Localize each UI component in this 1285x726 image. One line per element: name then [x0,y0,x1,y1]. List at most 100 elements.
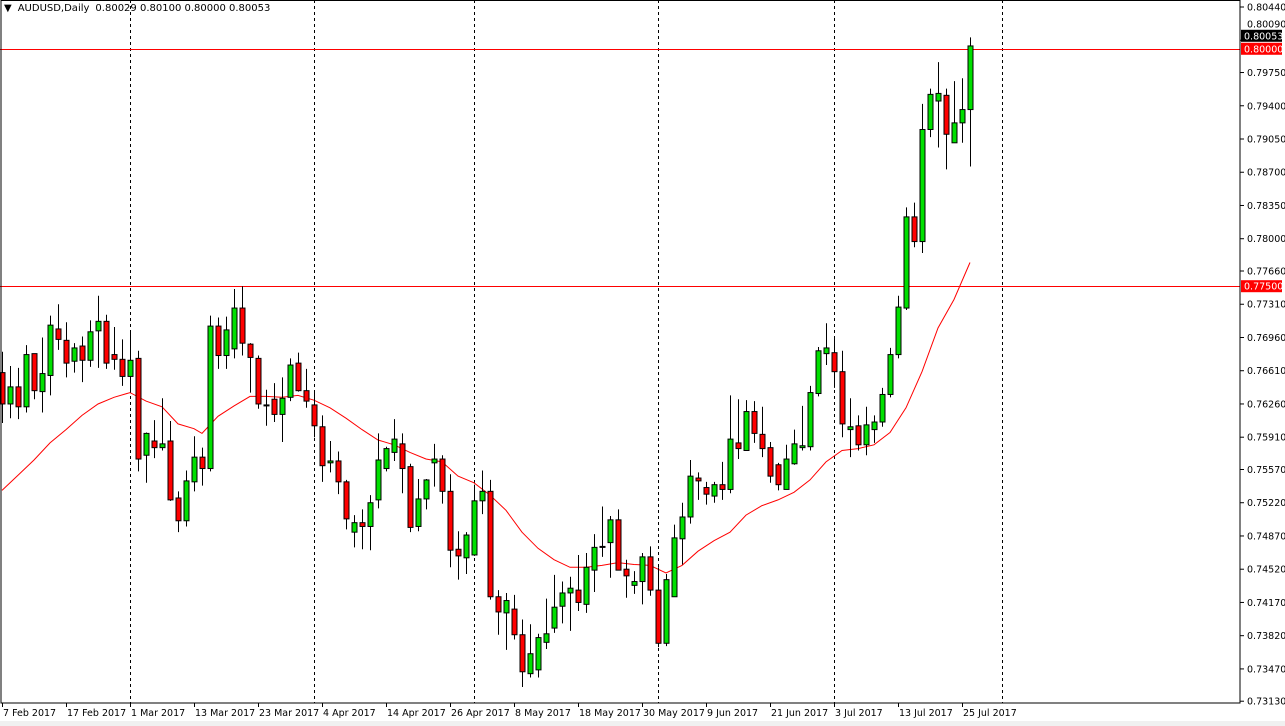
time-tick-label: 7 Feb 2017 [3,708,56,719]
candle [127,331,134,393]
bull-candle-body [879,393,886,423]
bull-candle-body [95,320,102,332]
candle [343,479,350,530]
chart-header: ▼ AUDUSD,Daily 0.80029 0.80100 0.80000 0.8… [4,3,276,14]
candle [791,429,798,465]
bear-candle-body [407,466,414,528]
bear-candle-body [911,216,918,243]
bull-candle-body [431,458,438,464]
candle [31,353,38,400]
candle [639,553,646,605]
candle [679,502,686,565]
bid-price-label-box [1241,29,1282,42]
candle [63,322,70,378]
level-price-label-box [1241,280,1282,293]
time-axis[interactable]: 7 Feb 2017 17 Feb 2017 1 Mar 2017 13 Mar 20… [2,703,1017,719]
bull-candle-body [279,397,286,415]
bull-candle-body [727,438,734,490]
bear-candle-body [31,353,38,392]
bear-candle-body [575,589,582,603]
bull-candle-body [367,502,374,527]
bull-candle-body [423,479,430,500]
bull-candle-body [687,475,694,518]
bull-candle-body [951,122,958,144]
candle [631,571,638,594]
bear-candle-body [695,477,702,482]
bear-candle-body [255,357,262,405]
bull-candle-body [847,426,854,431]
candle [199,447,206,486]
candle [399,433,406,494]
bear-candle-body [751,411,758,434]
bear-candle-body [839,371,846,425]
time-tick-label: 4 Apr 2017 [323,708,376,719]
price-tick-label: 0.74520 [1247,565,1285,576]
bear-candle-body [303,390,310,402]
bull-candle-body [791,443,798,465]
price-tick-label: 0.80090 [1247,19,1285,30]
price-tick-label: 0.79050 [1247,135,1285,146]
candle [927,88,934,138]
candle [967,37,974,167]
bull-candle-body [159,443,166,449]
bear-candle-body [79,345,86,361]
bull-candle-body [679,516,686,540]
triangle-down-icon[interactable]: ▼ [4,3,12,14]
bull-candle-body [711,484,718,497]
price-labels: 0.80000 0.77500 0.80053 [1241,29,1283,293]
candle [271,383,278,423]
bear-candle-body [647,556,654,591]
candle [527,624,534,678]
bull-candle-body [591,546,598,571]
bull-candle-body [23,354,30,408]
price-tick-label: 0.75910 [1247,433,1285,444]
candle [695,472,702,500]
candle [239,286,246,356]
bear-candle-body [855,425,862,446]
time-tick-label: 26 Apr 2017 [451,708,510,719]
candle [143,432,150,483]
candle [471,484,478,556]
bull-candle-body [823,347,830,355]
candle [151,420,158,459]
candle [71,343,78,373]
bull-candle-body [583,566,590,605]
candle [303,368,310,408]
candle [295,352,302,392]
bull-candle-body [927,93,934,131]
candle [807,385,814,451]
bull-candle-body [351,522,358,533]
bull-candle-body [631,581,638,586]
bear-candle-body [199,456,206,470]
candle [687,459,694,524]
candle [599,506,606,557]
bull-candle-body [743,411,750,451]
candle [487,479,494,600]
price-tick-label: 0.79750 [1247,68,1285,79]
bear-candle-body [239,307,246,344]
bull-candle-body [607,519,614,544]
bear-candle-body [519,634,526,673]
bear-candle-body [175,497,182,522]
bear-candle-body [359,522,366,527]
candle [903,207,910,310]
candle [23,345,30,413]
bull-candle-body [39,373,46,393]
time-tick-label: 14 Apr 2017 [387,708,446,719]
horizontal-levels[interactable] [0,49,1240,287]
price-axis[interactable]: 0.80440 0.80090 0.79750 0.79400 0.79050 0.787… [1240,3,1285,708]
candle [215,317,222,369]
bull-candle-body [567,587,574,594]
bull-candle-body [671,537,678,598]
candle [159,398,166,451]
price-tick-label: 0.76960 [1247,333,1285,344]
price-tick-label: 0.75570 [1247,465,1285,476]
candle [495,590,502,635]
candle [551,574,558,633]
bear-candle-body [319,426,326,467]
price-tick-label: 0.78350 [1247,201,1285,212]
candle [39,337,46,413]
candle [815,346,822,397]
bear-candle-body [511,608,518,636]
